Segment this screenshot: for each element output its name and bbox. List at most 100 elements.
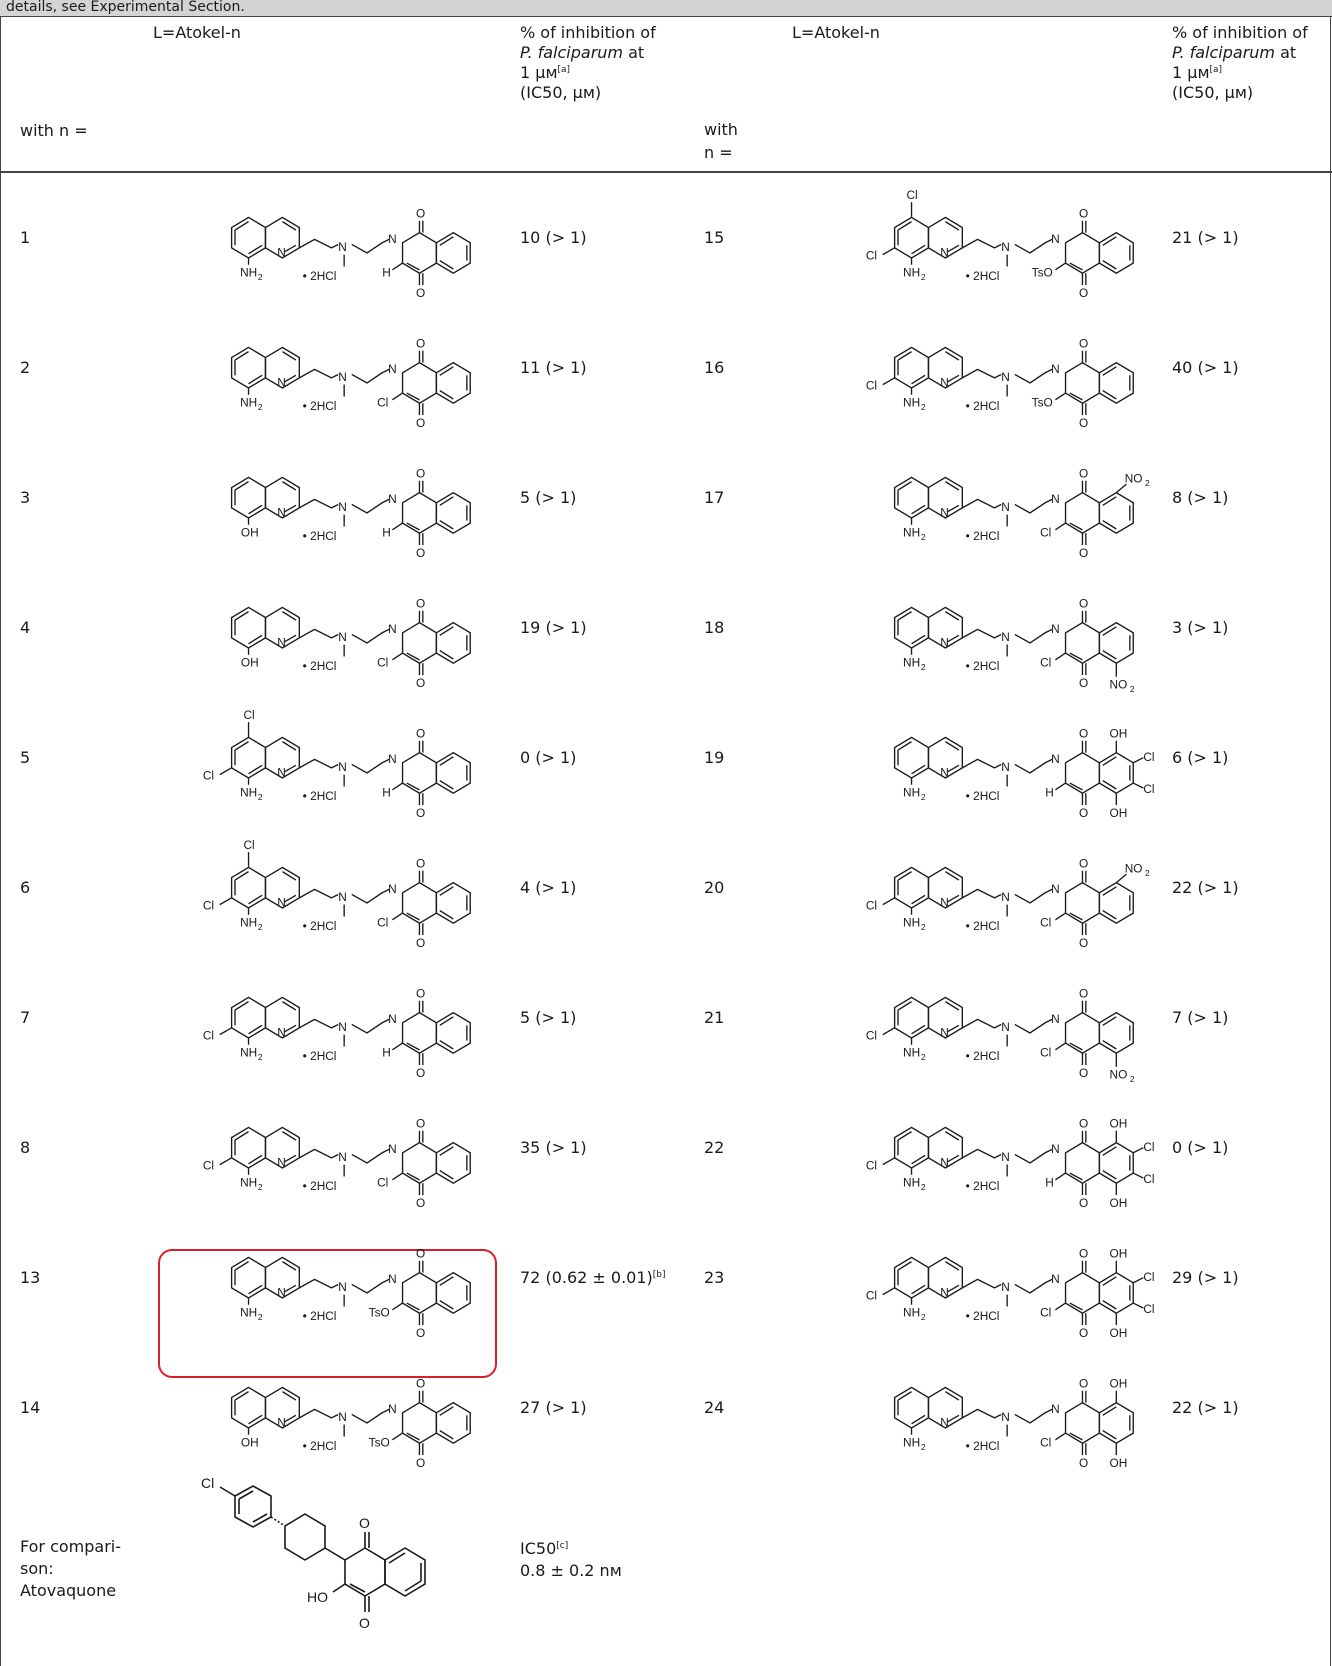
compound-number: 5	[20, 748, 31, 767]
svg-text:Cl: Cl	[203, 899, 214, 913]
inhibition-value: 19 (> 1)	[520, 618, 587, 637]
svg-text:N: N	[940, 1415, 949, 1429]
svg-text:2: 2	[921, 1312, 926, 1322]
svg-text:Cl: Cl	[1143, 782, 1154, 796]
svg-text:Cl: Cl	[866, 1289, 877, 1303]
compound-number: 19	[704, 748, 725, 767]
svg-text:2: 2	[921, 1442, 926, 1452]
svg-text:O: O	[416, 856, 425, 870]
svg-text:O: O	[1079, 1066, 1088, 1080]
svg-text:Cl: Cl	[243, 708, 254, 722]
compound-number: 16	[704, 358, 725, 377]
svg-text:O: O	[416, 416, 425, 430]
compound-structure: N NH 2 Cl N N O O H • 2HCl	[175, 972, 515, 1086]
inhibition-value: 8 (> 1)	[1172, 488, 1229, 507]
svg-text:N: N	[1001, 1020, 1010, 1034]
comparison-value: IC50[c] 0.8 ± 0.2 nм	[520, 1539, 622, 1580]
svg-text:N: N	[1051, 622, 1060, 636]
svg-text:O: O	[1079, 1116, 1088, 1130]
svg-text:N: N	[1001, 760, 1010, 774]
svg-text:O: O	[1079, 546, 1088, 560]
svg-text:O: O	[1079, 336, 1088, 350]
svg-text:2: 2	[1130, 684, 1135, 694]
svg-text:N: N	[1001, 1150, 1010, 1164]
svg-text:NO: NO	[1110, 1068, 1128, 1082]
svg-text:N: N	[338, 1280, 347, 1294]
svg-text:2: 2	[258, 922, 263, 932]
svg-text:OH: OH	[241, 526, 259, 540]
header-inhibition-right: % of inhibition of P. falciparum at 1 μм…	[1172, 23, 1308, 102]
svg-text:• 2HCl: • 2HCl	[303, 529, 337, 543]
svg-text:2: 2	[921, 272, 926, 282]
svg-text:N: N	[388, 1272, 397, 1286]
svg-text:Cl: Cl	[203, 769, 214, 783]
compound-number: 7	[20, 1008, 31, 1027]
svg-text:• 2HCl: • 2HCl	[966, 789, 1000, 803]
svg-text:OH: OH	[1110, 806, 1128, 820]
svg-text:N: N	[338, 630, 347, 644]
compound-structure: N NH 2 Cl N N O O Cl • 2HCl	[175, 1102, 515, 1216]
svg-text:N: N	[1001, 630, 1010, 644]
svg-text:OH: OH	[1110, 726, 1128, 740]
svg-text:N: N	[277, 635, 286, 649]
svg-text:NH: NH	[240, 1046, 257, 1060]
svg-text:N: N	[1051, 492, 1060, 506]
svg-text:O: O	[1079, 1246, 1088, 1260]
svg-text:N: N	[1051, 882, 1060, 896]
svg-text:N: N	[940, 895, 949, 909]
caption-fragment: details, see Experimental Section.	[0, 0, 1332, 17]
svg-text:N: N	[940, 1285, 949, 1299]
svg-text:OH: OH	[241, 1436, 259, 1450]
svg-text:N: N	[388, 622, 397, 636]
svg-text:TsO: TsO	[369, 1306, 390, 1320]
table-frame	[0, 17, 1331, 1666]
svg-text:Cl: Cl	[866, 1029, 877, 1043]
svg-text:2: 2	[921, 1052, 926, 1062]
inhibition-value: 22 (> 1)	[1172, 878, 1239, 897]
svg-text:O: O	[1079, 596, 1088, 610]
svg-text:2: 2	[921, 792, 926, 802]
svg-text:Cl: Cl	[1143, 750, 1154, 764]
svg-text:N: N	[277, 765, 286, 779]
svg-text:N: N	[1001, 500, 1010, 514]
compound-number: 22	[704, 1138, 725, 1157]
svg-text:O: O	[1079, 466, 1088, 480]
svg-text:H: H	[382, 266, 391, 280]
compound-structure: N NH 2 N N O O Cl NO 2 • 2HCl	[838, 582, 1178, 696]
svg-text:• 2HCl: • 2HCl	[303, 399, 337, 413]
svg-text:2: 2	[1145, 478, 1150, 488]
svg-text:N: N	[1051, 752, 1060, 766]
svg-text:2: 2	[921, 532, 926, 542]
header-rule	[0, 171, 1332, 173]
compound-structure: N NH 2 N N O O TsO • 2HCl	[175, 1232, 515, 1346]
svg-text:NH: NH	[903, 266, 920, 280]
svg-text:TsO: TsO	[369, 1436, 390, 1450]
svg-text:NH: NH	[903, 1436, 920, 1450]
svg-text:Cl: Cl	[1040, 916, 1051, 930]
inhibition-value: 11 (> 1)	[520, 358, 587, 377]
svg-text:O: O	[1079, 1456, 1088, 1470]
svg-text:O: O	[416, 1066, 425, 1080]
compound-number: 21	[704, 1008, 725, 1027]
svg-text:O: O	[416, 1456, 425, 1470]
inhibition-value: 5 (> 1)	[520, 488, 577, 507]
svg-text:Cl: Cl	[1040, 1436, 1051, 1450]
svg-text:OH: OH	[241, 656, 259, 670]
svg-text:O: O	[416, 1196, 425, 1210]
svg-text:N: N	[940, 245, 949, 259]
compound-number: 18	[704, 618, 725, 637]
svg-text:O: O	[416, 726, 425, 740]
inhibition-value: 6 (> 1)	[1172, 748, 1229, 767]
inhibition-value: 29 (> 1)	[1172, 1268, 1239, 1287]
svg-text:O: O	[1079, 206, 1088, 220]
svg-text:N: N	[1001, 1280, 1010, 1294]
svg-text:N: N	[388, 752, 397, 766]
svg-text:O: O	[416, 466, 425, 480]
svg-text:O: O	[416, 1116, 425, 1130]
inhibition-value: 0 (> 1)	[520, 748, 577, 767]
svg-text:• 2HCl: • 2HCl	[966, 529, 1000, 543]
svg-text:• 2HCl: • 2HCl	[303, 269, 337, 283]
header-ligand-left: L=Atokel-n	[153, 23, 241, 42]
svg-text:N: N	[277, 375, 286, 389]
svg-text:O: O	[416, 286, 425, 300]
